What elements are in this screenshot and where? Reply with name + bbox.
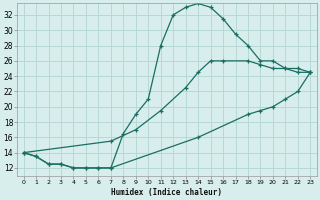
X-axis label: Humidex (Indice chaleur): Humidex (Indice chaleur) — [111, 188, 222, 197]
